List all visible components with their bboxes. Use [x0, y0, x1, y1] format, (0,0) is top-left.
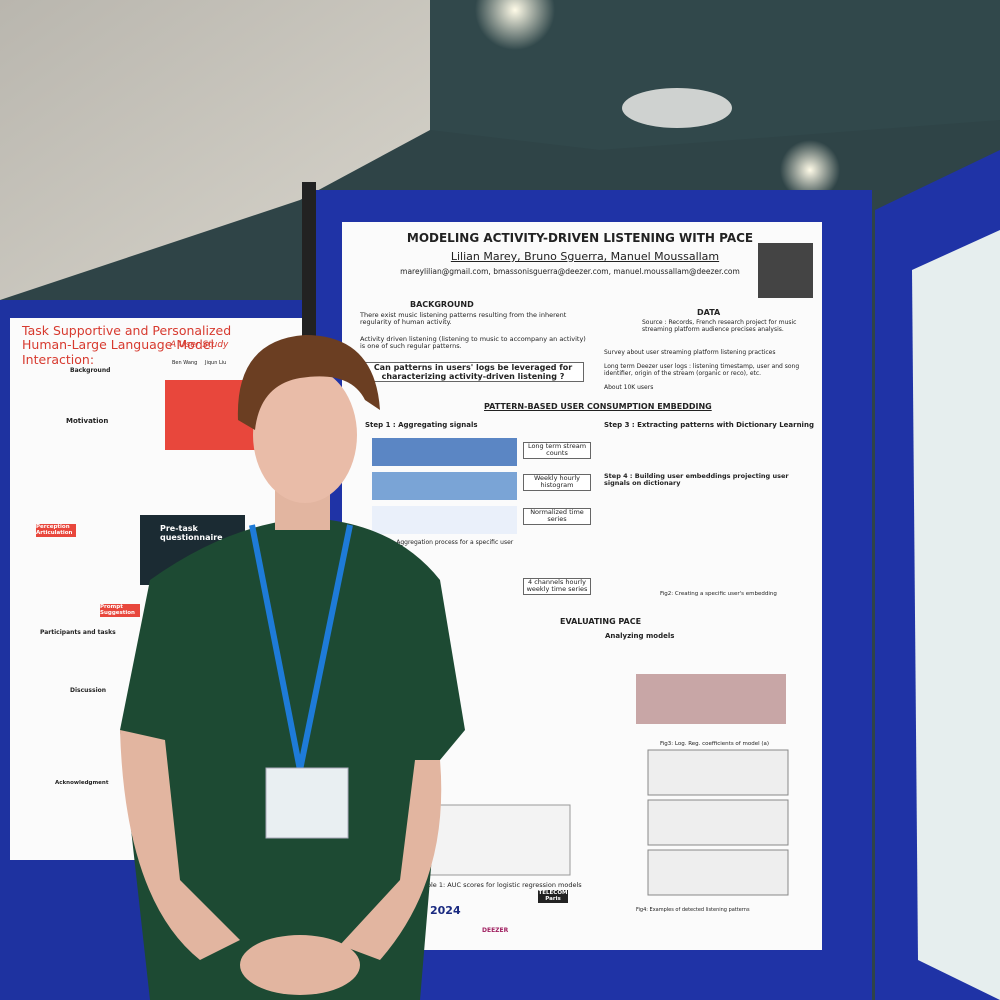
author: Ben Wang [172, 360, 198, 366]
ceiling-right [430, 0, 1000, 150]
figure [372, 472, 517, 500]
step: Step 4 : Building user embeddings projec… [604, 472, 789, 488]
bullet: Activity driven listening (listening to … [360, 335, 586, 351]
section-heading: EVALUATING PACE [560, 617, 642, 626]
logo: DEEZER [482, 927, 509, 934]
bullet: About 10K users [604, 384, 654, 391]
logo: TELECOM Paris [538, 890, 568, 903]
left-heading: Prompt Suggestion [100, 604, 140, 617]
left-heading: Background [70, 367, 111, 374]
qr-code [758, 243, 813, 298]
light [475, 0, 555, 50]
section-heading: PATTERN-BASED USER CONSUMPTION EMBEDDING [484, 402, 712, 411]
author: Jiqun Liu [205, 360, 227, 366]
arm [120, 730, 240, 960]
left-heading: Acknowledgment [55, 780, 109, 786]
left-subtitle: A User Study [170, 340, 229, 350]
logo: 2024 [430, 904, 461, 917]
left-heading: Participants and tasks [40, 629, 116, 636]
heatmap [636, 674, 786, 724]
caption: Fig4: Examples of detected listening pat… [636, 907, 750, 913]
questionnaire-label: Pre-task questionnaire [160, 524, 223, 543]
figure [647, 749, 789, 796]
vent [622, 88, 732, 128]
figure [372, 506, 517, 534]
section-heading: BACKGROUND [410, 300, 474, 309]
left-title: Task Supportive and Personalized Human-L… [22, 323, 232, 367]
figure [647, 849, 789, 896]
light [780, 140, 840, 200]
flow-box: Long term stream counts [523, 442, 591, 459]
arm [340, 760, 442, 960]
caption: Fig3: Log. Reg. coefficients of model (a… [660, 741, 770, 747]
badge [265, 767, 349, 839]
poster-authors: Lilian Marey, Bruno Sguerra, Manuel Mous… [450, 250, 720, 263]
hands [240, 935, 360, 995]
figure [647, 799, 789, 846]
step: Step 3 : Extracting patterns with Dictio… [604, 421, 814, 429]
data-source: Source : Records, French research projec… [642, 319, 797, 333]
face [253, 367, 357, 503]
subheading: Analyzing models [605, 632, 675, 640]
poster-title: MODELING ACTIVITY-DRIVEN LISTENING WITH … [406, 231, 754, 245]
bullet: There exist music listening patterns res… [360, 311, 567, 327]
bullet: Survey about user streaming platform lis… [604, 349, 776, 356]
caption: Table 1: AUC scores for logistic regress… [420, 881, 582, 889]
hair [237, 335, 380, 430]
left-heading: Discussion [70, 687, 107, 694]
caption: Fig2: Creating a specific user's embeddi… [660, 591, 777, 597]
flow-box: Normalized time series [523, 508, 591, 525]
right-poster [912, 230, 1000, 1000]
poster-emails: mareylilian@gmail.com, bmassonisguerra@d… [400, 267, 740, 276]
bullet: Long term Deezer user logs : listening t… [604, 363, 800, 377]
figure [372, 438, 517, 466]
flow-box: Weekly hourly histogram [523, 474, 591, 491]
section-heading: DATA [697, 308, 721, 317]
shirt [120, 520, 465, 1000]
step: Step 1 : Aggregating signals [365, 421, 478, 429]
left-heading: Motivation [66, 417, 109, 425]
ceiling-left [0, 0, 430, 300]
left-heading: Perception Articulation [36, 524, 76, 537]
flow-box: 4 channels hourly weekly time series [523, 578, 591, 595]
caption: Fig1: Aggregation process for a specific… [380, 539, 514, 546]
